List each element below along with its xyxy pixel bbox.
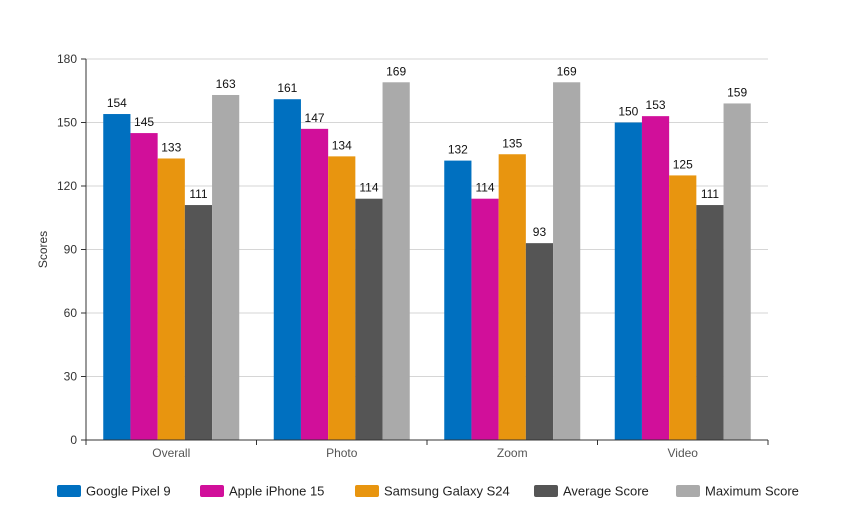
legend-label: Apple iPhone 15 [229, 484, 324, 499]
bar-value-label: 111 [701, 187, 720, 201]
bar [498, 154, 526, 440]
bar-value-label: 169 [557, 64, 577, 78]
axes: Scores 0 30 60 90 120 150 180 Overall Photo Zoom V… [36, 52, 769, 460]
bars: 154 145 133 111 163 161 147 134 114 169 132 114 135 9… [103, 64, 751, 441]
bar [273, 99, 301, 440]
bar-value-label: 132 [448, 143, 468, 157]
bar-value-label: 159 [727, 85, 747, 99]
bar-value-label: 93 [533, 225, 547, 239]
bar [130, 133, 158, 441]
bar [103, 114, 131, 441]
bar-value-label: 111 [189, 187, 208, 201]
bar [696, 205, 724, 440]
x-category-label: Overall [152, 446, 190, 460]
bar [328, 156, 356, 440]
bar-value-label: 125 [673, 157, 693, 171]
x-category-label: Zoom [497, 446, 528, 460]
bar [184, 205, 213, 440]
y-tick-label: 150 [57, 116, 77, 130]
y-tick-label: 0 [70, 433, 77, 447]
y-tick-label: 180 [57, 52, 77, 66]
legend-swatch [57, 485, 81, 497]
bar-value-label: 169 [386, 64, 406, 78]
bar [212, 94, 240, 440]
y-tick-label: 90 [64, 243, 78, 257]
bar-value-label: 150 [618, 105, 638, 119]
bar [355, 198, 383, 440]
bar-value-label: 133 [161, 140, 181, 154]
bar [614, 122, 642, 440]
y-tick-label: 30 [64, 370, 78, 384]
bar [471, 198, 499, 440]
bar-value-label: 161 [277, 81, 297, 95]
legend-label: Maximum Score [705, 484, 799, 499]
bar [641, 116, 670, 441]
bar-value-label: 147 [305, 111, 325, 125]
bar-value-label: 114 [475, 181, 494, 195]
bar [157, 158, 185, 440]
bar [444, 160, 472, 440]
bar-value-label: 145 [134, 115, 154, 129]
legend-label: Average Score [563, 484, 649, 499]
y-tick-label: 60 [64, 306, 78, 320]
bar-value-label: 154 [107, 96, 127, 110]
bar [553, 82, 581, 441]
legend-swatch [355, 485, 379, 497]
legend-swatch [200, 485, 224, 497]
legend-swatch [676, 485, 700, 497]
legend-label: Google Pixel 9 [86, 484, 171, 499]
bar-value-label: 153 [646, 98, 666, 112]
legend-label: Samsung Galaxy S24 [384, 484, 510, 499]
bar-value-label: 163 [216, 77, 236, 91]
bar-value-label: 114 [359, 181, 378, 195]
bar [525, 243, 554, 440]
bar [300, 128, 329, 440]
x-category-label: Video [668, 446, 699, 460]
bar [669, 175, 697, 440]
bar-value-label: 135 [502, 136, 522, 150]
legend-swatch [534, 485, 558, 497]
bar-value-label: 134 [332, 138, 352, 152]
legend: Google Pixel 9 Apple iPhone 15 Samsung Gal… [57, 484, 799, 499]
bar [723, 103, 751, 440]
bar [382, 82, 410, 441]
y-tick-label: 120 [57, 179, 77, 193]
x-category-label: Photo [326, 446, 358, 460]
y-axis-title: Scores [36, 231, 50, 268]
